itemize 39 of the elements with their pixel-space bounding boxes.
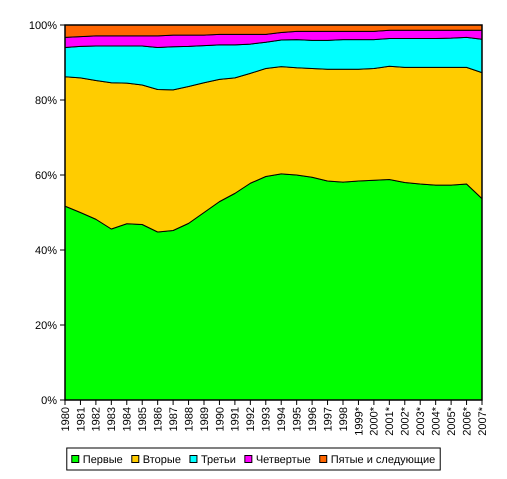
x-tick-label: 1993 xyxy=(260,407,273,432)
x-tick-label: 2007* xyxy=(476,406,489,436)
x-tick-label: 1999* xyxy=(353,406,366,436)
y-tick-label: 20% xyxy=(34,320,58,332)
x-tick-label: 1998 xyxy=(338,407,350,432)
x-tick-label: 1996 xyxy=(306,407,319,432)
x-tick-label: 1984 xyxy=(122,407,134,432)
x-tick-label: 1992 xyxy=(245,407,258,432)
legend-label: Третьи xyxy=(200,454,236,466)
y-tick-label: 40% xyxy=(34,244,58,257)
x-tick-label: 1980 xyxy=(60,407,72,432)
x-tick-label: 1994 xyxy=(276,407,288,432)
x-tick-label: 1997 xyxy=(322,407,334,432)
y-tick-label: 60% xyxy=(34,170,58,182)
x-tick-label: 2004* xyxy=(430,406,443,436)
x-tick-label: 2000* xyxy=(368,406,381,436)
x-tick-label: 1995 xyxy=(292,407,304,432)
legend-label: Первые xyxy=(82,454,123,466)
x-tick-label: 2005* xyxy=(446,406,458,436)
x-tick-label: 1990 xyxy=(214,407,226,432)
x-tick-label: 1982 xyxy=(90,407,103,432)
legend-label: Пятые и следующие xyxy=(330,454,436,466)
x-tick-label: 1985 xyxy=(137,407,150,432)
x-tick-label: 1988 xyxy=(183,407,196,432)
x-tick-label: 2002* xyxy=(400,406,412,436)
x-tick-label: 1987 xyxy=(168,407,180,432)
legend-label: Четвертые xyxy=(256,454,311,466)
y-tick-label: 80% xyxy=(34,94,58,107)
y-tick-label: 0% xyxy=(41,394,58,407)
y-tick-label: 100% xyxy=(28,20,58,32)
x-tick-label: 1986 xyxy=(152,407,165,432)
x-tick-label: 2006* xyxy=(461,406,474,436)
x-tick-label: 1983 xyxy=(106,407,118,432)
x-tick-label: 2003* xyxy=(415,406,428,436)
x-tick-label: 1981 xyxy=(75,407,88,432)
legend-label: Вторые xyxy=(142,454,181,466)
x-tick-label: 1991 xyxy=(230,407,242,432)
x-tick-label: 1989 xyxy=(198,407,211,432)
x-tick-label: 2001* xyxy=(384,406,396,436)
